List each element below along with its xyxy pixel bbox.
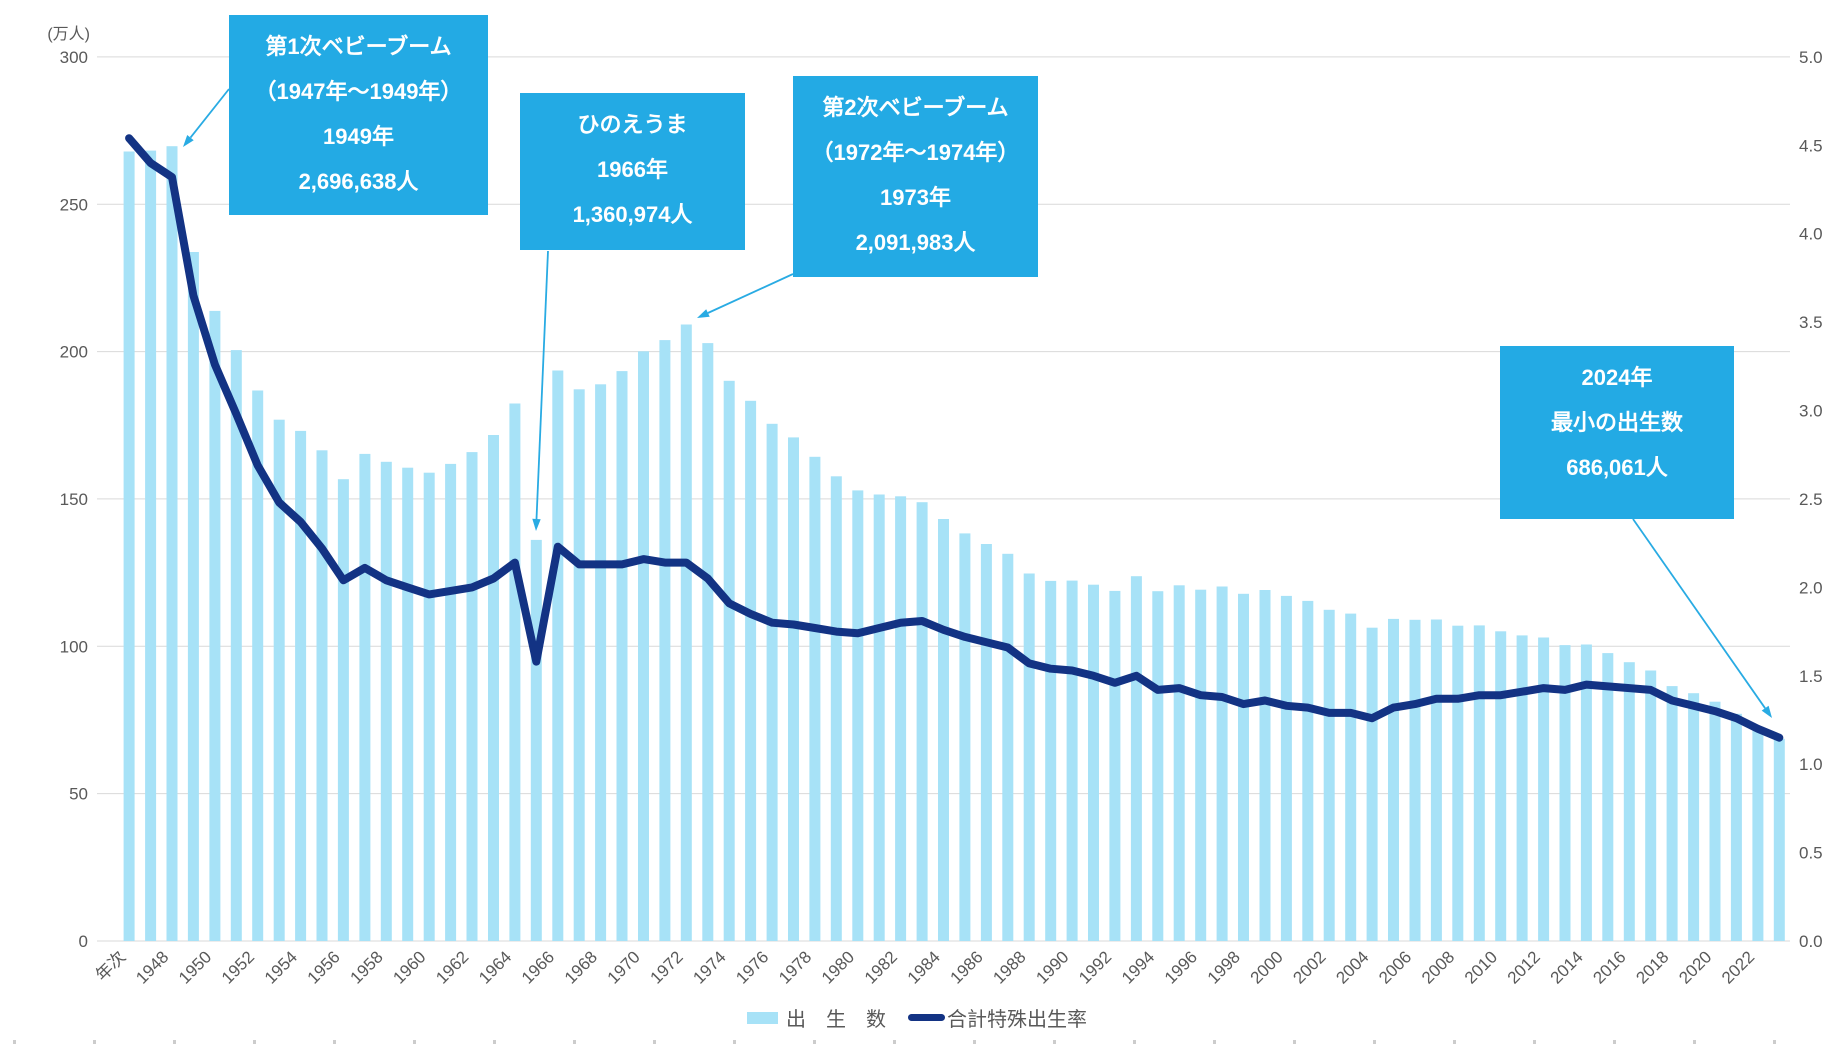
svg-text:2002: 2002 — [1289, 947, 1329, 987]
svg-text:200: 200 — [60, 343, 88, 362]
svg-text:2016: 2016 — [1589, 947, 1629, 987]
svg-text:1960: 1960 — [389, 947, 429, 987]
svg-text:50: 50 — [69, 785, 88, 804]
svg-text:1964: 1964 — [475, 947, 515, 987]
callout-line: 第1次ベビーブーム — [265, 34, 452, 59]
legend-births-swatch — [747, 1011, 778, 1024]
cutoff-text-marks — [13, 1040, 1803, 1044]
svg-text:2004: 2004 — [1332, 947, 1372, 987]
callout-line: 最小の出生数 — [1550, 410, 1683, 435]
callout-line: 1,360,974人 — [572, 202, 693, 227]
svg-text:100: 100 — [60, 637, 88, 656]
svg-text:1990: 1990 — [1032, 947, 1072, 987]
svg-text:0.0: 0.0 — [1799, 932, 1823, 951]
svg-text:1998: 1998 — [1204, 947, 1244, 987]
svg-text:1966: 1966 — [518, 947, 558, 987]
svg-text:2010: 2010 — [1461, 947, 1501, 987]
callout-hinoeuma: ひのえうま 1966年 1,360,974人 — [520, 93, 745, 250]
svg-text:1996: 1996 — [1161, 947, 1201, 987]
callout-second-baby-boom: 第2次ベビーブーム （1972年〜1974年） 1973年 2,091,983人 — [793, 76, 1038, 277]
svg-text:年次: 年次 — [92, 947, 129, 984]
svg-text:1956: 1956 — [304, 947, 344, 987]
callout-line: ひのえうま — [577, 112, 688, 137]
svg-text:1.5: 1.5 — [1799, 667, 1823, 686]
svg-text:1988: 1988 — [989, 947, 1029, 987]
svg-text:150: 150 — [60, 490, 88, 509]
svg-text:1986: 1986 — [947, 947, 987, 987]
legend-rate-label: 合計特殊出生率 — [947, 1009, 1087, 1031]
svg-text:1958: 1958 — [347, 947, 387, 987]
svg-text:3.5: 3.5 — [1799, 313, 1823, 332]
svg-text:1962: 1962 — [432, 947, 472, 987]
svg-text:2012: 2012 — [1504, 947, 1544, 987]
svg-text:2.0: 2.0 — [1799, 578, 1823, 597]
svg-text:2018: 2018 — [1632, 947, 1672, 987]
svg-text:2006: 2006 — [1375, 947, 1415, 987]
callout-2024-minimum: 2024年 最小の出生数 686,061人 — [1500, 346, 1734, 519]
callout-line: 第2次ベビーブーム — [822, 95, 1009, 120]
callout-line: 1949年 — [323, 124, 394, 149]
callout-line: 1966年 — [597, 157, 668, 182]
svg-text:1948: 1948 — [132, 947, 172, 987]
svg-text:1.0: 1.0 — [1799, 755, 1823, 774]
svg-text:3.0: 3.0 — [1799, 402, 1823, 421]
svg-text:(万人): (万人) — [47, 25, 90, 43]
callout-first-baby-boom: 第1次ベビーブーム （1947年〜1949年） 1949年 2,696,638人 — [229, 15, 488, 215]
svg-text:1968: 1968 — [561, 947, 601, 987]
svg-text:5.0: 5.0 — [1799, 48, 1823, 67]
svg-text:4.0: 4.0 — [1799, 225, 1823, 244]
svg-text:1994: 1994 — [1118, 947, 1158, 987]
svg-text:1970: 1970 — [604, 947, 644, 987]
legend-births-label: 出 生 数 — [786, 1009, 886, 1031]
svg-text:1984: 1984 — [904, 947, 944, 987]
svg-text:4.5: 4.5 — [1799, 136, 1823, 155]
svg-text:2022: 2022 — [1718, 947, 1758, 987]
callout-line: 686,061人 — [1566, 455, 1668, 480]
svg-text:1980: 1980 — [818, 947, 858, 987]
callout-line: （1947年〜1949年） — [254, 79, 463, 104]
svg-text:1978: 1978 — [775, 947, 815, 987]
svg-text:2000: 2000 — [1247, 947, 1287, 987]
legend-rate-swatch — [908, 1014, 945, 1021]
svg-text:1952: 1952 — [218, 947, 258, 987]
svg-text:1954: 1954 — [261, 947, 301, 987]
svg-text:1982: 1982 — [861, 947, 901, 987]
svg-text:1974: 1974 — [689, 947, 729, 987]
callout-line: 2,091,983人 — [855, 230, 976, 255]
svg-text:0.5: 0.5 — [1799, 844, 1823, 863]
svg-text:1976: 1976 — [732, 947, 772, 987]
callout-line: 1973年 — [880, 185, 951, 210]
svg-text:2014: 2014 — [1547, 947, 1587, 987]
callout-line: 2024年 — [1581, 365, 1653, 390]
svg-text:1992: 1992 — [1075, 947, 1115, 987]
legend: 出 生 数 合計特殊出生率 — [747, 1003, 1087, 1032]
svg-text:1972: 1972 — [647, 947, 687, 987]
svg-text:2.5: 2.5 — [1799, 490, 1823, 509]
svg-text:2020: 2020 — [1675, 947, 1715, 987]
callout-line: 2,696,638人 — [298, 169, 419, 194]
svg-text:250: 250 — [60, 195, 88, 214]
svg-text:300: 300 — [60, 48, 88, 67]
svg-text:1950: 1950 — [175, 947, 215, 987]
callout-line: （1972年〜1974年） — [811, 140, 1020, 165]
svg-text:0: 0 — [79, 932, 88, 951]
svg-text:2008: 2008 — [1418, 947, 1458, 987]
